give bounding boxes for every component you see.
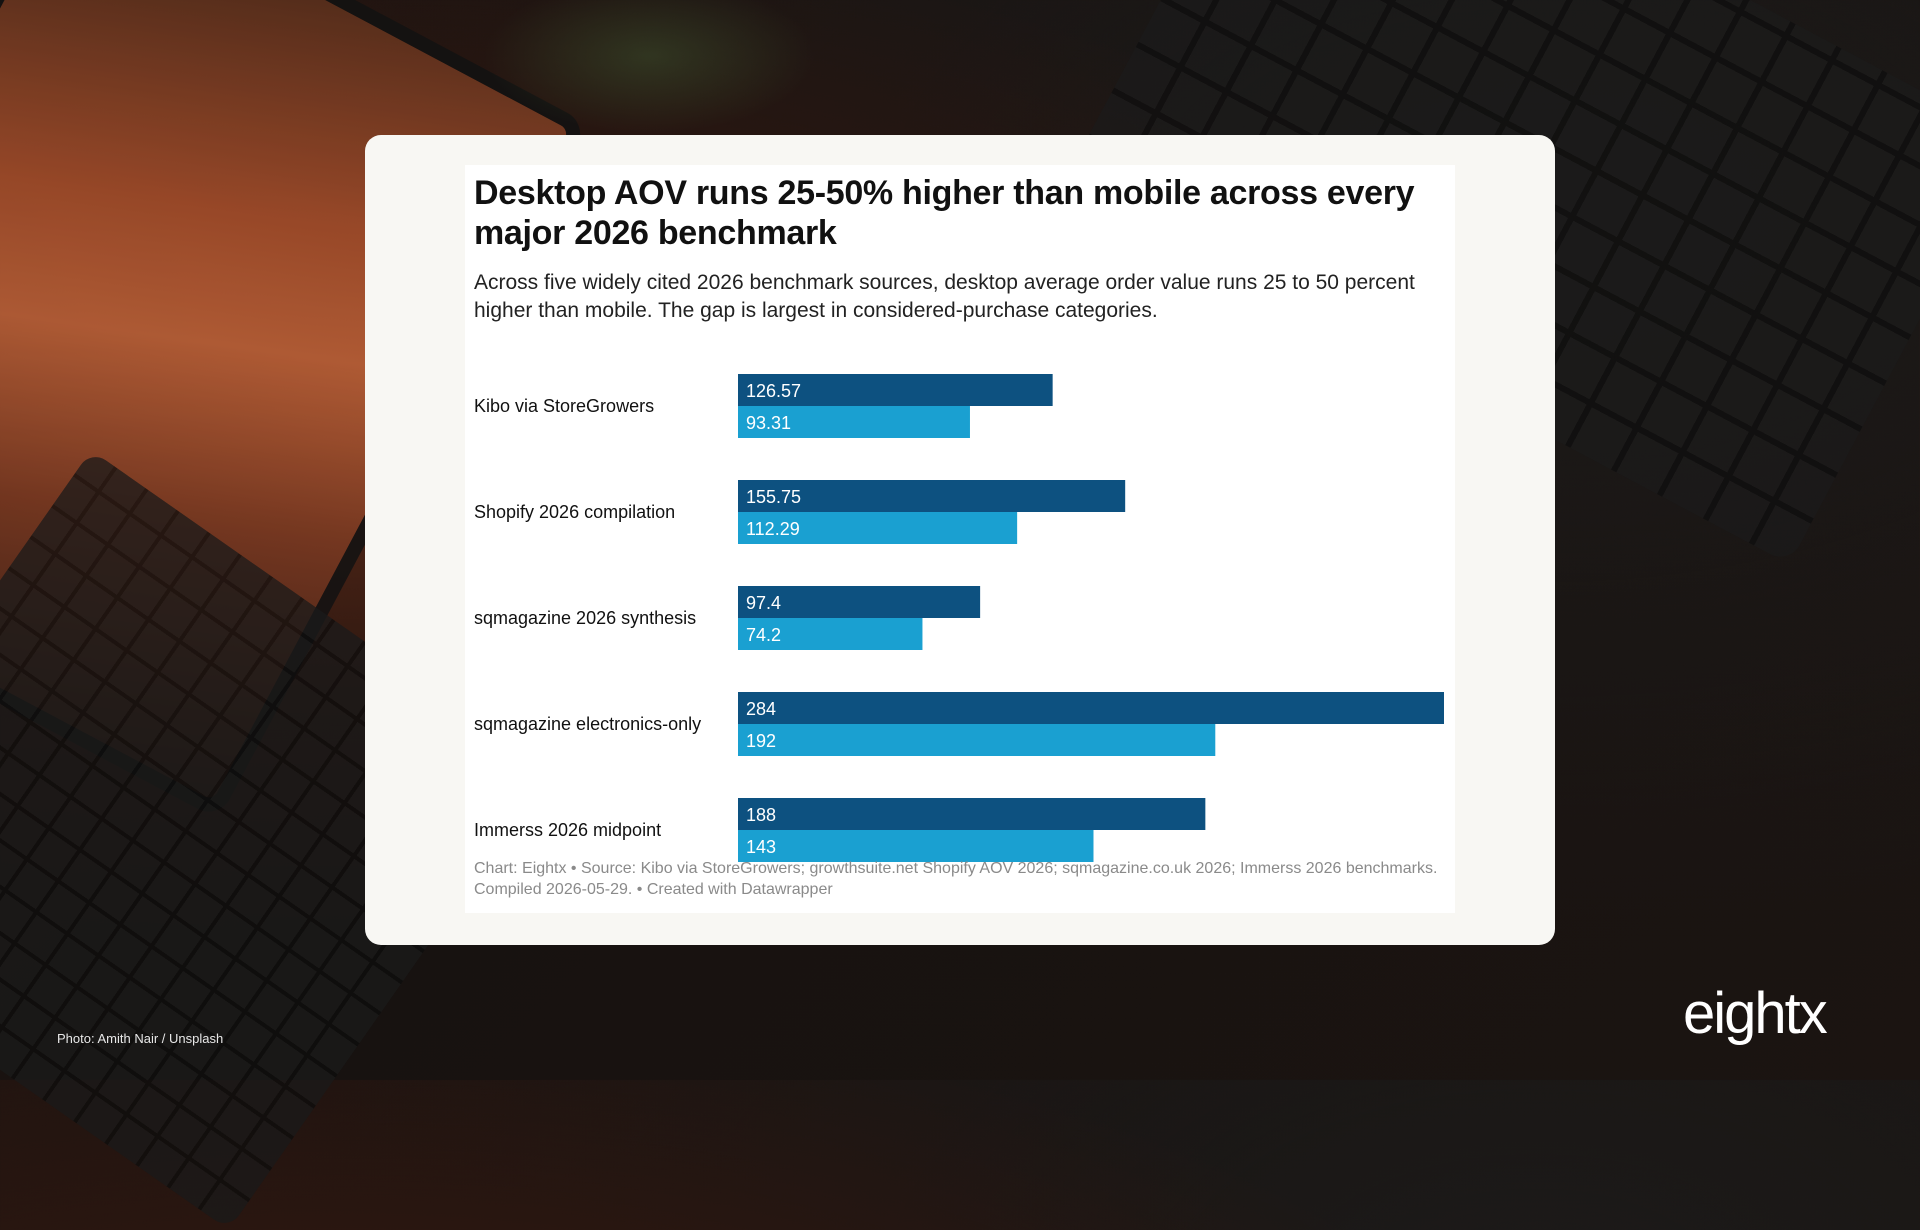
chart-container: Desktop AOV runs 25-50% higher than mobi… [465, 165, 1455, 913]
mobile-bar [738, 618, 923, 650]
category-label: sqmagazine electronics-only [474, 714, 701, 734]
category-label: Immerss 2026 midpoint [474, 820, 661, 840]
brand-logo: eightx [1683, 981, 1828, 1046]
bar-value-label: 143 [746, 837, 776, 857]
photo-credit: Photo: Amith Nair / Unsplash [57, 1031, 224, 1046]
category-label: Kibo via StoreGrowers [474, 396, 654, 416]
mobile-bar [738, 724, 1216, 756]
desktop-bar [738, 798, 1206, 830]
mobile-bar [738, 406, 970, 438]
bar-value-label: 155.75 [746, 487, 801, 507]
chart-footer: Chart: Eightx • Source: Kibo via StoreGr… [474, 860, 1438, 898]
bar-value-label: 188 [746, 805, 776, 825]
bar-value-label: 192 [746, 731, 776, 751]
background-plant [470, 0, 830, 140]
desktop-bar [738, 374, 1053, 406]
bar-chart: Kibo via StoreGrowers 126.57 93.31 Shopify … [474, 374, 1444, 862]
bar-value-label: 112.29 [746, 519, 800, 539]
desktop-bar [738, 480, 1126, 512]
desktop-bar [738, 586, 981, 618]
desktop-bar [738, 692, 1444, 724]
chart-card: Desktop AOV runs 25-50% higher than mobi… [365, 135, 1555, 945]
bar-value-label: 126.57 [746, 381, 801, 401]
bar-value-label: 97.4 [746, 593, 781, 613]
bar-value-label: 93.31 [746, 413, 791, 433]
category-label: Shopify 2026 compilation [474, 502, 675, 522]
chart-title: Desktop AOV runs 25-50% higher than mobi… [474, 174, 1415, 252]
bar-value-label: 74.2 [746, 625, 781, 645]
category-label: sqmagazine 2026 synthesis [474, 608, 696, 628]
chart-subtitle: Across five widely cited 2026 benchmark … [474, 271, 1415, 322]
mobile-bar [738, 512, 1018, 544]
bar-value-label: 284 [746, 699, 776, 719]
mobile-bar [738, 830, 1094, 862]
